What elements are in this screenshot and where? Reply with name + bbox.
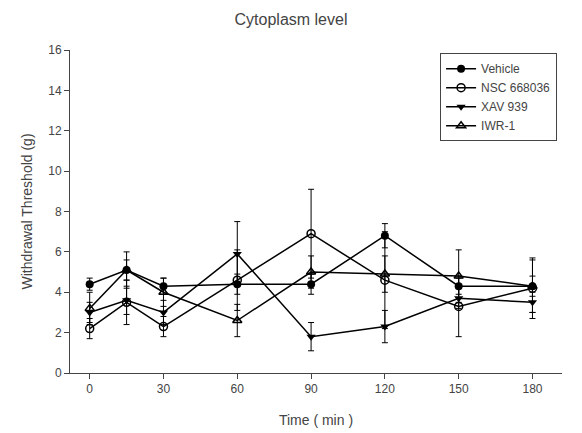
svg-text:0: 0 bbox=[55, 366, 62, 380]
svg-text:6: 6 bbox=[55, 245, 62, 259]
svg-text:4: 4 bbox=[55, 285, 62, 299]
svg-text:180: 180 bbox=[522, 382, 542, 396]
svg-text:0: 0 bbox=[86, 382, 93, 396]
svg-text:Cytoplasm level: Cytoplasm level bbox=[235, 11, 348, 28]
svg-text:16: 16 bbox=[48, 43, 62, 57]
svg-text:30: 30 bbox=[157, 382, 171, 396]
svg-text:150: 150 bbox=[449, 382, 469, 396]
svg-text:120: 120 bbox=[375, 382, 395, 396]
svg-text:60: 60 bbox=[231, 382, 245, 396]
svg-text:2: 2 bbox=[55, 326, 62, 340]
svg-text:14: 14 bbox=[48, 84, 62, 98]
svg-text:Withdrawal Threshold (g): Withdrawal Threshold (g) bbox=[19, 133, 35, 289]
svg-text:NSC 668036: NSC 668036 bbox=[481, 81, 550, 95]
svg-text:Time ( min ): Time ( min ) bbox=[279, 412, 353, 428]
svg-text:8: 8 bbox=[55, 205, 62, 219]
svg-text:10: 10 bbox=[48, 164, 62, 178]
svg-text:Vehicle: Vehicle bbox=[481, 62, 520, 76]
svg-text:IWR-1: IWR-1 bbox=[481, 119, 515, 133]
svg-text:90: 90 bbox=[304, 382, 318, 396]
svg-text:XAV 939: XAV 939 bbox=[481, 100, 528, 114]
svg-text:12: 12 bbox=[48, 124, 62, 138]
